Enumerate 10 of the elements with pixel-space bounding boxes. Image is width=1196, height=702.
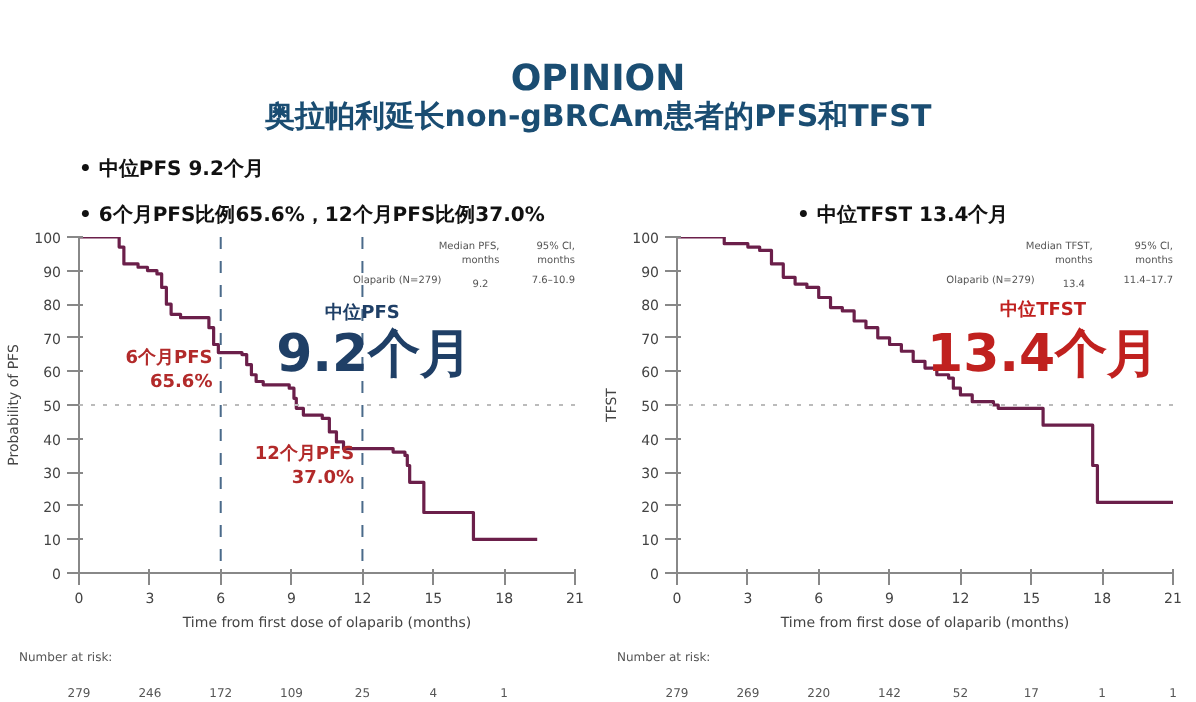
text: • 6个月PFS比例65.6%，12个月PFS比例37.0% bbox=[79, 203, 545, 227]
annotation: 中位TFST bbox=[1000, 299, 1088, 321]
chart-title: OPINION bbox=[508, 58, 688, 100]
chart-subtitle: 奥拉帕利延长non-gBRCAm患者的PFS和TFST bbox=[262, 98, 934, 134]
annotation: 12个月PFS 37.0% bbox=[254, 443, 355, 489]
text: • 中位PFS 9.2个月 bbox=[79, 157, 264, 181]
annotation: 9.2个月 bbox=[276, 324, 473, 385]
annotation: 6个月PFS 65.6% bbox=[125, 346, 213, 393]
annotation: 13.4个月 bbox=[926, 324, 1160, 385]
text: • 中位TFST 13.4个月 bbox=[797, 203, 1009, 227]
